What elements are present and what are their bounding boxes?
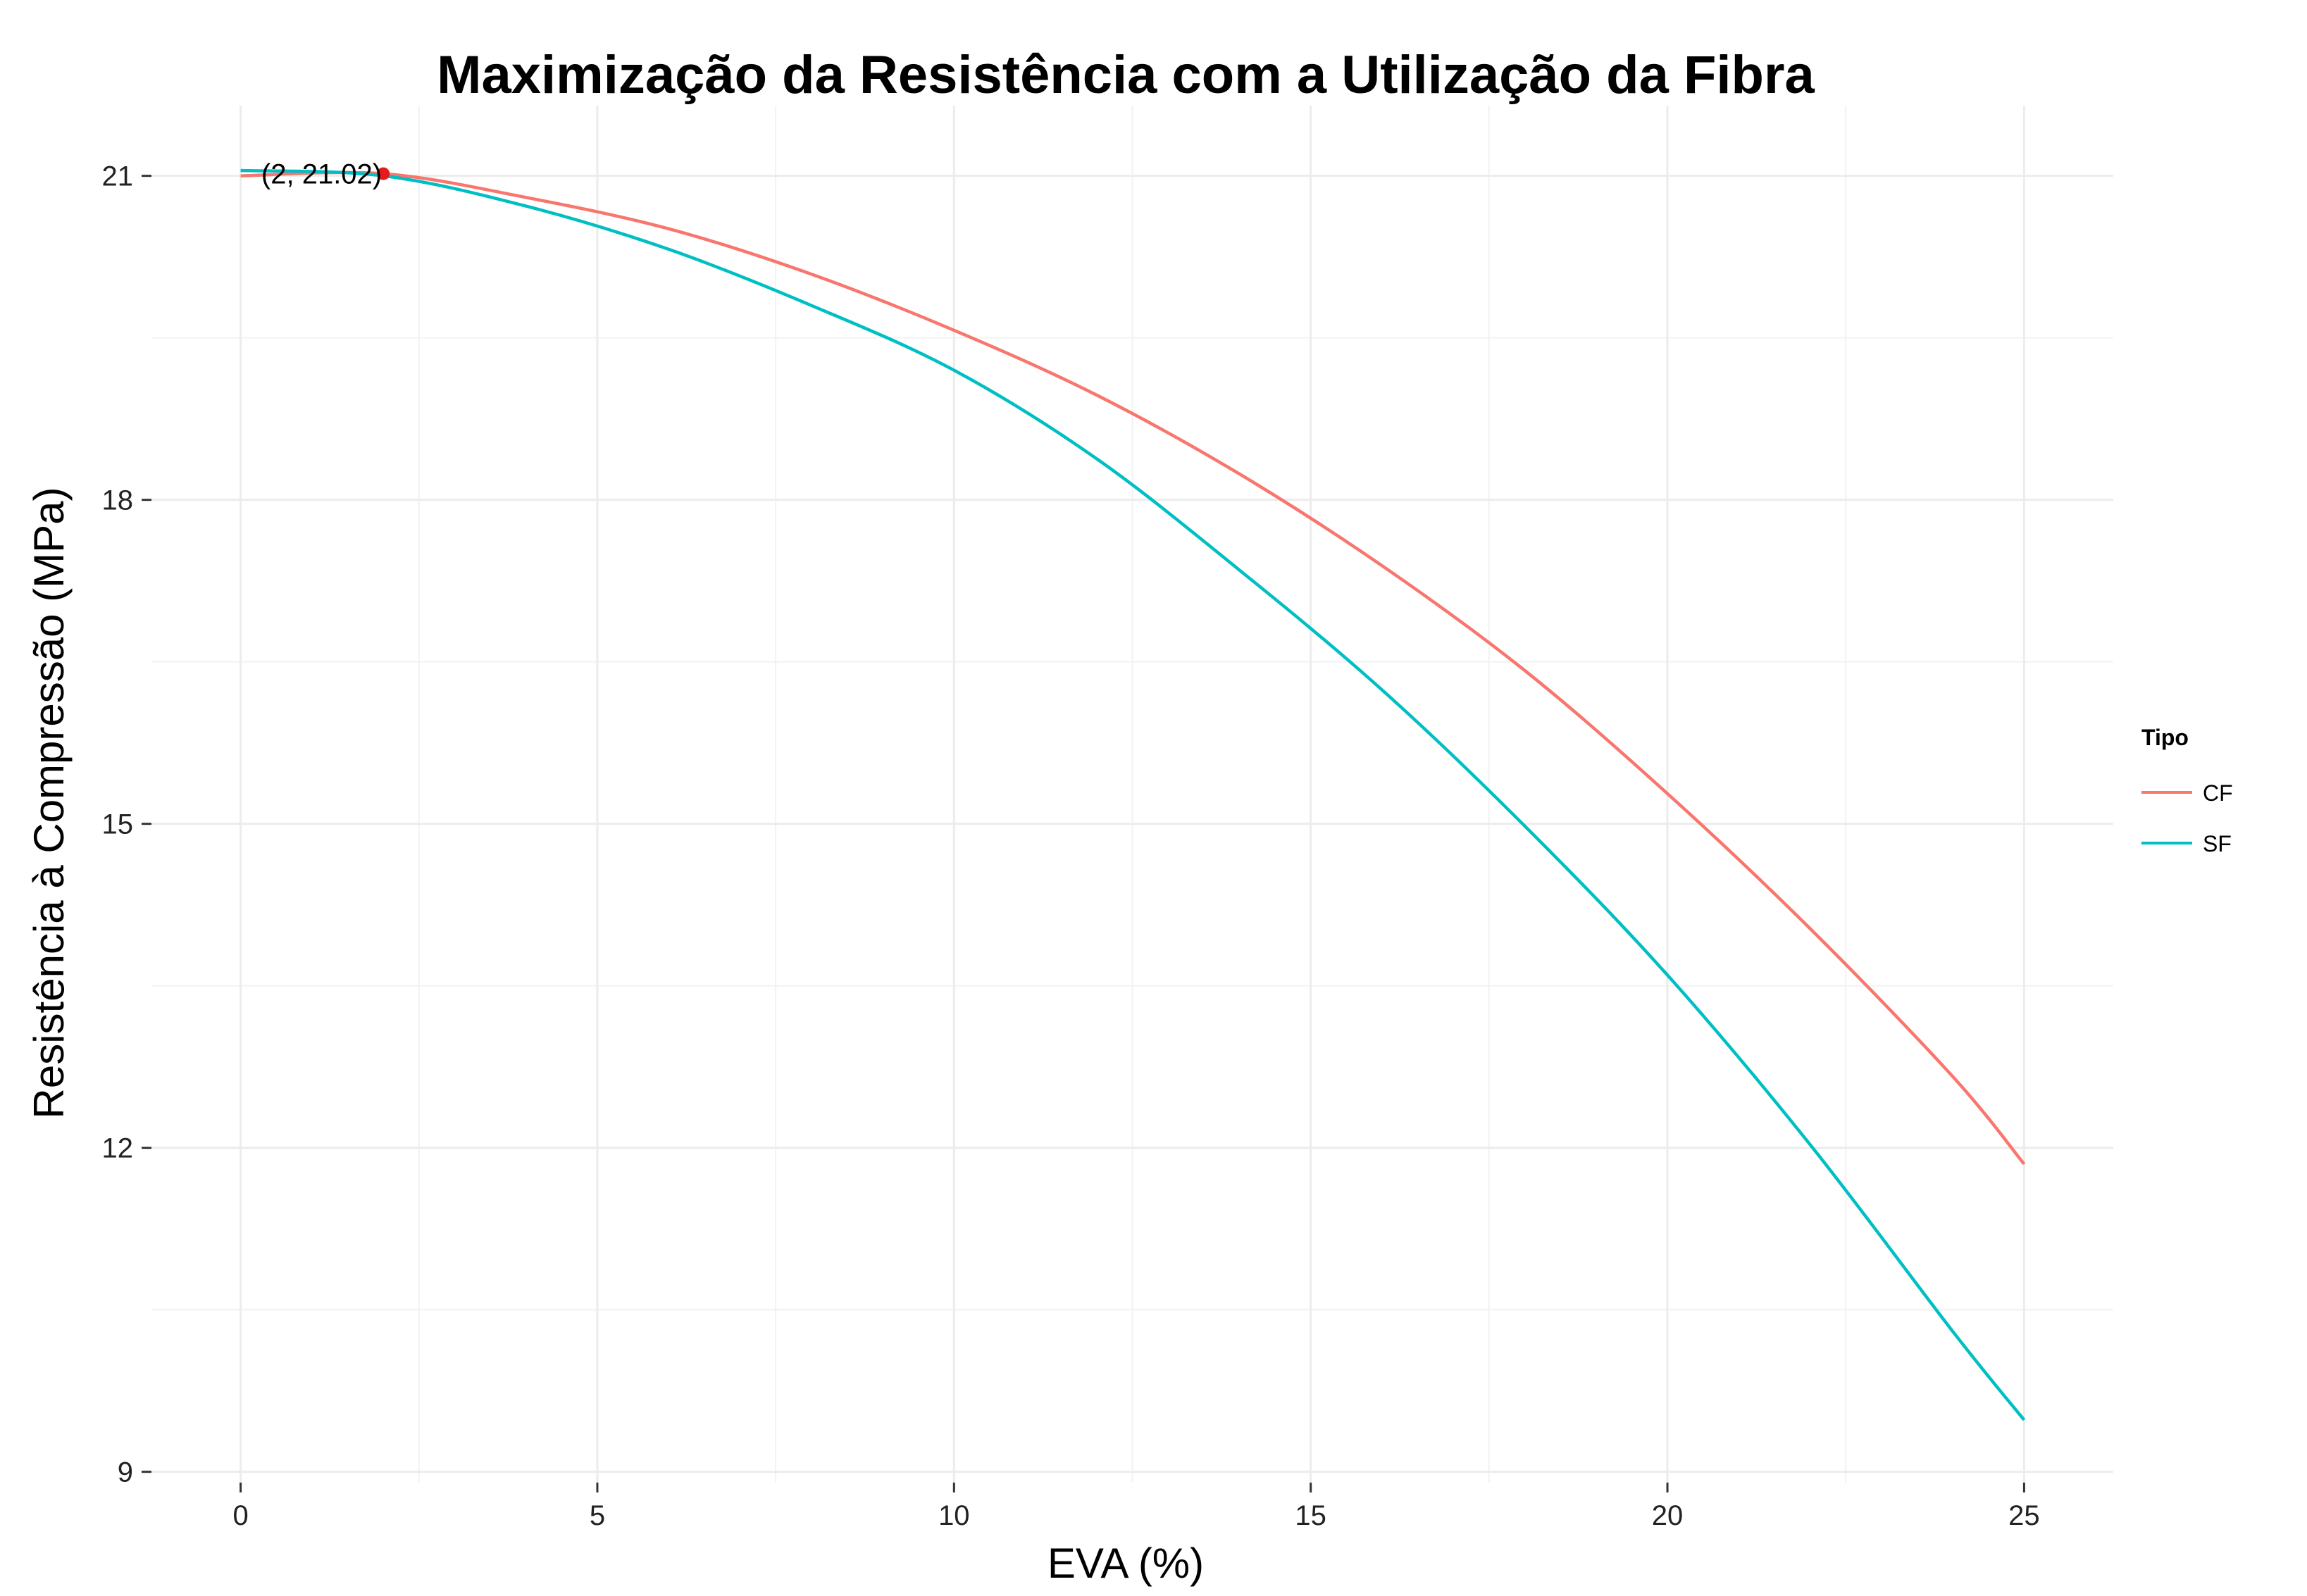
legend-items: CF SF xyxy=(2141,780,2233,856)
series-lines xyxy=(240,168,2026,1421)
x-axis-ticks: 0 5 10 15 20 25 xyxy=(232,1483,2040,1531)
series-line-cf xyxy=(240,170,2026,1166)
x-tick-label: 5 xyxy=(590,1500,605,1531)
legend-title: Tipo xyxy=(2141,725,2189,750)
legend-label-cf: CF xyxy=(2203,780,2233,806)
legend: Tipo CF SF xyxy=(2141,725,2233,856)
grid xyxy=(151,106,2113,1483)
y-tick-label: 21 xyxy=(102,161,134,192)
x-tick-label: 15 xyxy=(1295,1500,1326,1531)
y-tick-label: 15 xyxy=(102,809,134,840)
x-tick-label: 25 xyxy=(2008,1500,2040,1531)
x-tick-label: 0 xyxy=(232,1500,248,1531)
y-axis-title: Resistência à Compressão (MPa) xyxy=(25,487,73,1119)
x-axis-title: EVA (%) xyxy=(1047,1540,1204,1587)
series-line-sf xyxy=(240,168,2026,1421)
legend-label-sf: SF xyxy=(2203,831,2232,856)
chart-title: Maximização da Resistência com a Utiliza… xyxy=(437,45,1815,105)
annotations: (2, 21.02) xyxy=(261,159,390,190)
y-tick-label: 12 xyxy=(102,1133,134,1164)
annotation-point xyxy=(377,167,390,180)
x-tick-label: 20 xyxy=(1652,1500,1684,1531)
x-tick-label: 10 xyxy=(938,1500,970,1531)
annotation-label: (2, 21.02) xyxy=(261,159,382,190)
y-tick-label: 18 xyxy=(102,485,134,516)
y-tick-label: 9 xyxy=(118,1457,133,1488)
y-axis-ticks: 9 12 15 18 21 xyxy=(102,161,151,1488)
